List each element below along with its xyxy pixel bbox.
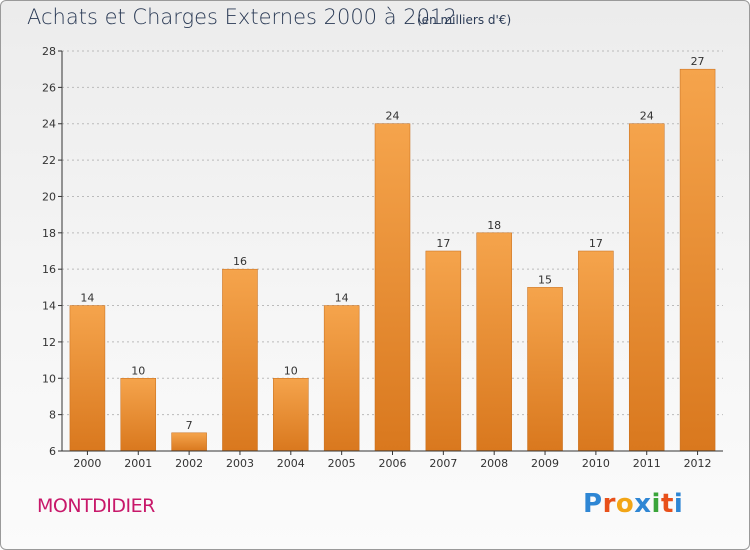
bar [69, 305, 106, 452]
bar-value-label: 27 [691, 55, 705, 68]
bar [171, 432, 207, 452]
x-tick-label: 2004 [277, 457, 305, 470]
x-tick-label: 2000 [73, 457, 101, 470]
chart-title: Achats et Charges Externes 2000 à 2012 [27, 5, 457, 29]
y-tick-label: 14 [42, 300, 56, 313]
y-tick-label: 26 [42, 81, 56, 94]
bar-value-label: 10 [131, 364, 145, 377]
x-tick-label: 2012 [684, 457, 712, 470]
x-tick-label: 2005 [328, 457, 356, 470]
bar [120, 378, 157, 452]
y-tick-label: 8 [49, 409, 56, 422]
bar [425, 250, 462, 452]
bar [578, 250, 614, 452]
bar-value-label: 24 [640, 110, 654, 123]
logo-letter: r [602, 489, 616, 519]
x-tick-label: 2009 [531, 457, 559, 470]
bar [273, 378, 309, 452]
bar [374, 123, 411, 452]
bar-value-label: 7 [186, 419, 193, 432]
logo-letter: i [651, 489, 661, 519]
bar-value-label: 15 [538, 273, 552, 286]
bar [476, 232, 512, 452]
bar-value-label: 17 [436, 237, 450, 250]
bar-value-label: 10 [284, 364, 298, 377]
bar [323, 305, 360, 452]
y-tick-label: 28 [42, 45, 56, 58]
chart-subtitle: (en milliers d'€) [417, 13, 512, 27]
y-tick-label: 6 [49, 445, 56, 458]
logo-letter: P [583, 489, 603, 519]
x-tick-label: 2010 [582, 457, 610, 470]
proxiti-logo: Proxiti [583, 489, 683, 519]
x-tick-label: 2003 [226, 457, 254, 470]
bar [222, 268, 258, 452]
x-tick-label: 2007 [429, 457, 457, 470]
axes [58, 50, 723, 455]
x-tick-label: 2001 [124, 457, 152, 470]
bars [69, 68, 716, 452]
logo-letter: i [673, 489, 684, 519]
x-tick-label: 2011 [633, 457, 661, 470]
y-tick-label: 18 [42, 227, 56, 240]
y-tick-label: 10 [42, 372, 56, 385]
bar-value-label: 17 [589, 237, 603, 250]
y-tick-label: 24 [42, 118, 56, 131]
y-tick-label: 22 [42, 154, 56, 167]
bar [628, 123, 665, 452]
bar-value-label: 14 [80, 292, 94, 305]
x-tick-label: 2006 [379, 457, 407, 470]
x-tick-label: 2008 [480, 457, 508, 470]
y-tick-label: 12 [42, 336, 56, 349]
labels: 6 8 10 12 14 16 18 20 22 24 26 28 14 2000 10 2001 7 2002 1… [42, 45, 712, 470]
y-tick-label: 20 [42, 190, 56, 203]
logo-letter: x [634, 489, 652, 519]
bar-value-label: 24 [386, 110, 400, 123]
y-tick-label: 16 [42, 263, 56, 276]
bar-value-label: 18 [487, 219, 501, 232]
bar-value-label: 14 [335, 292, 349, 305]
bar-value-label: 16 [233, 255, 247, 268]
logo-letter: o [615, 489, 635, 519]
logo-letter: t [660, 489, 674, 519]
bar [679, 68, 716, 452]
commune-name: MONTDIDIER [37, 495, 155, 517]
x-tick-label: 2002 [175, 457, 203, 470]
bar [527, 287, 563, 452]
